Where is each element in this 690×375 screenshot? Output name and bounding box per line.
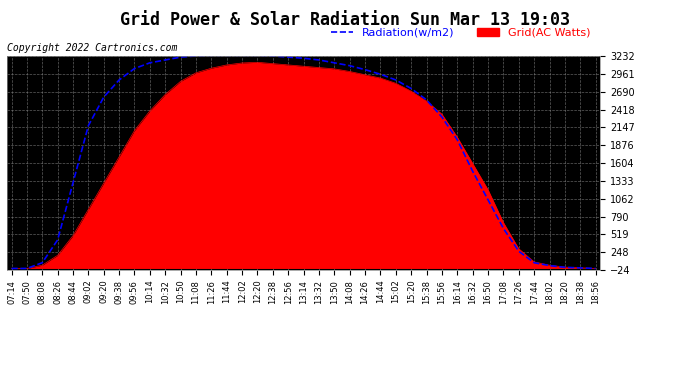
Legend: Radiation(w/m2), Grid(AC Watts): Radiation(w/m2), Grid(AC Watts) [326,23,595,42]
Text: Copyright 2022 Cartronics.com: Copyright 2022 Cartronics.com [7,43,177,53]
Text: Grid Power & Solar Radiation Sun Mar 13 19:03: Grid Power & Solar Radiation Sun Mar 13 … [120,11,570,29]
